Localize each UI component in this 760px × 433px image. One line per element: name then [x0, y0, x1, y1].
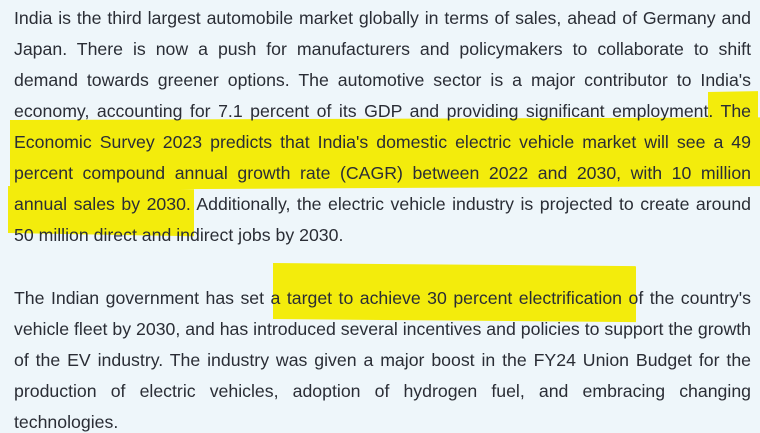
article-paragraph: The Indian government has set a target t… [14, 288, 751, 432]
article-paragraph: India is the third largest automobile ma… [14, 8, 751, 245]
